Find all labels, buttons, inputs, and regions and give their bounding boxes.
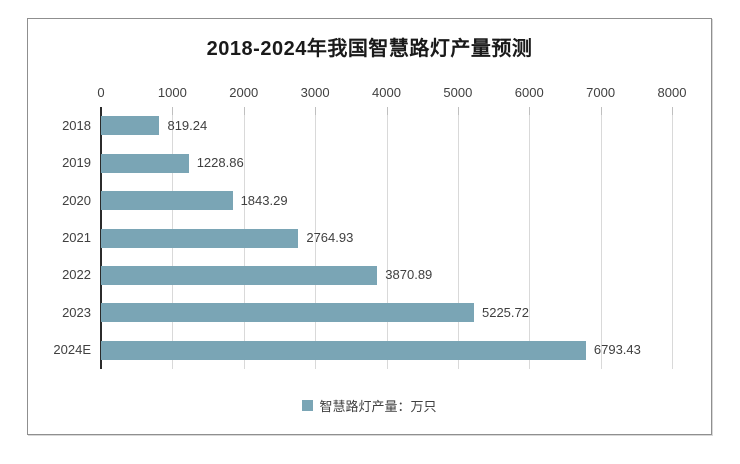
category-label: 2023 bbox=[62, 304, 91, 320]
bar bbox=[101, 265, 378, 285]
value-label: 2764.93 bbox=[306, 230, 354, 245]
bar bbox=[101, 191, 233, 211]
x-tick-label: 1000 bbox=[157, 85, 187, 100]
chart-container: 2018-2024年我国智慧路灯产量预测 0 1000 2000 3000 4000 50… bbox=[27, 18, 712, 435]
axis-tick-mark bbox=[315, 107, 317, 115]
x-tick-label: 8000 bbox=[657, 85, 687, 100]
category-label: 2022 bbox=[62, 267, 91, 283]
x-tick-label: 6000 bbox=[514, 85, 544, 100]
category-label: 2024E bbox=[53, 342, 91, 358]
legend: 智慧路灯产量：万只 bbox=[28, 396, 711, 415]
axis-tick-mark bbox=[243, 107, 245, 115]
category-label: 2020 bbox=[62, 192, 91, 208]
axis-tick-mark bbox=[529, 107, 531, 115]
category-label: 2018 bbox=[62, 117, 91, 133]
x-tick-label: 4000 bbox=[372, 85, 401, 100]
legend-marker-square bbox=[302, 400, 314, 411]
value-label: 1228.86 bbox=[196, 155, 244, 171]
gridline bbox=[386, 107, 388, 369]
gridline bbox=[529, 107, 531, 369]
gridline bbox=[600, 107, 602, 369]
x-tick-label: 3000 bbox=[300, 85, 330, 100]
axis-tick-mark bbox=[172, 107, 174, 115]
x-tick-label: 7000 bbox=[586, 85, 616, 100]
bar bbox=[101, 303, 474, 323]
x-tick-label: 2000 bbox=[229, 85, 259, 100]
value-label: 3870.89 bbox=[385, 267, 433, 283]
x-tick-label: 5000 bbox=[443, 85, 473, 100]
bar bbox=[101, 153, 189, 173]
x-axis-tick-labels: 0 1000 2000 3000 4000 5000 6000 7000 8000 bbox=[28, 85, 711, 101]
gridline bbox=[457, 107, 459, 369]
chart-title: 2018-2024年我国智慧路灯产量预测 bbox=[206, 38, 533, 60]
gridline bbox=[672, 107, 673, 369]
axis-tick-mark bbox=[457, 107, 459, 115]
axis-tick-mark bbox=[386, 107, 388, 115]
value-label: 1843.29 bbox=[240, 192, 288, 208]
value-label: 6793.43 bbox=[593, 342, 641, 358]
category-label: 2021 bbox=[62, 230, 91, 245]
value-label: 819.24 bbox=[167, 117, 208, 133]
x-tick-label: 0 bbox=[97, 85, 105, 100]
axis-tick-mark bbox=[672, 107, 673, 115]
legend-label: 智慧路灯产量：万只 bbox=[319, 399, 437, 414]
value-label: 5225.72 bbox=[481, 304, 529, 320]
gridline bbox=[315, 107, 317, 369]
bar bbox=[101, 340, 586, 360]
plot-area: 2018 819.24 2019 1228.86 2020 1843.29 2021 2764… bbox=[28, 19, 711, 434]
axis-tick-mark bbox=[600, 107, 602, 115]
category-label: 2019 bbox=[62, 155, 91, 171]
bar bbox=[101, 228, 299, 248]
bar bbox=[101, 116, 160, 136]
